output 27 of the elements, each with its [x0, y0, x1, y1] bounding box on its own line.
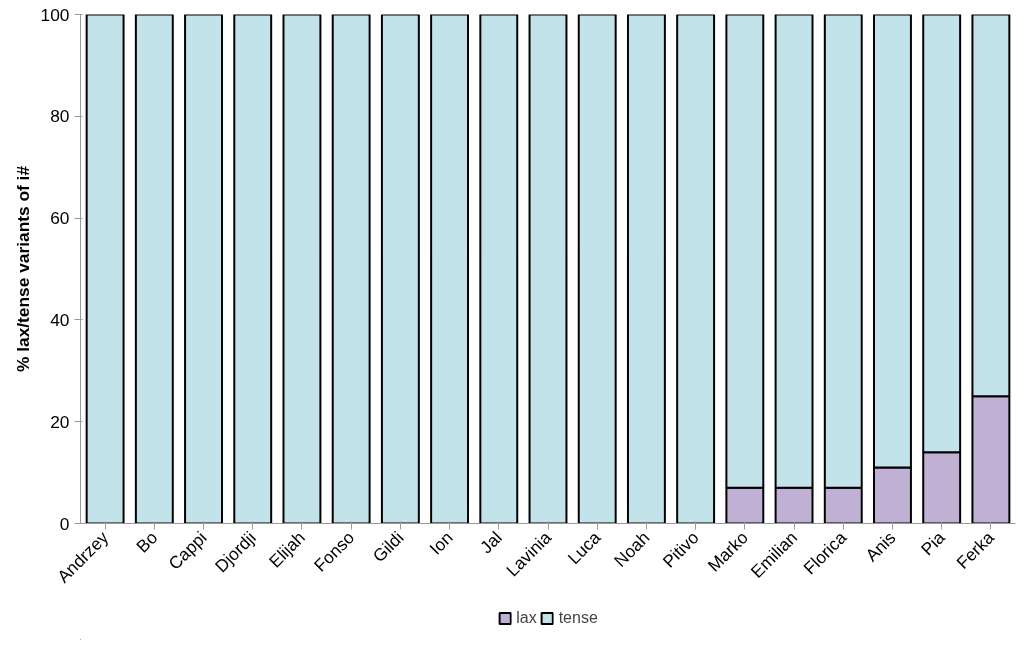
x-tick-label: Anis: [861, 527, 900, 566]
bar: [626, 14, 666, 524]
x-tick-label: Jal: [476, 527, 506, 558]
bar: [233, 14, 273, 524]
bar: [676, 14, 716, 524]
bar: [134, 14, 174, 524]
y-axis-title: % lax/tense variants of i#: [12, 165, 33, 373]
bar: [380, 14, 420, 524]
x-tick-label: Ion: [425, 527, 457, 559]
bar: [331, 14, 371, 524]
y-tick-label: 20: [50, 411, 70, 432]
bar: [479, 14, 519, 524]
bar: [528, 14, 568, 524]
bar: [430, 14, 470, 524]
y-tick-label: 100: [40, 4, 70, 25]
bar: [282, 14, 322, 524]
y-tick-label: 40: [50, 309, 70, 330]
bar: [85, 14, 125, 524]
x-tick-label: Pia: [916, 527, 950, 560]
bar: [577, 14, 617, 524]
legend-label: lax: [516, 609, 537, 627]
x-tick-label: Bo: [132, 527, 162, 557]
y-tick-label: 80: [50, 106, 70, 127]
legend-label: tense: [558, 609, 598, 627]
bar: [184, 14, 223, 524]
y-tick-label: 60: [50, 208, 70, 229]
y-tick-label: 0: [59, 513, 70, 534]
